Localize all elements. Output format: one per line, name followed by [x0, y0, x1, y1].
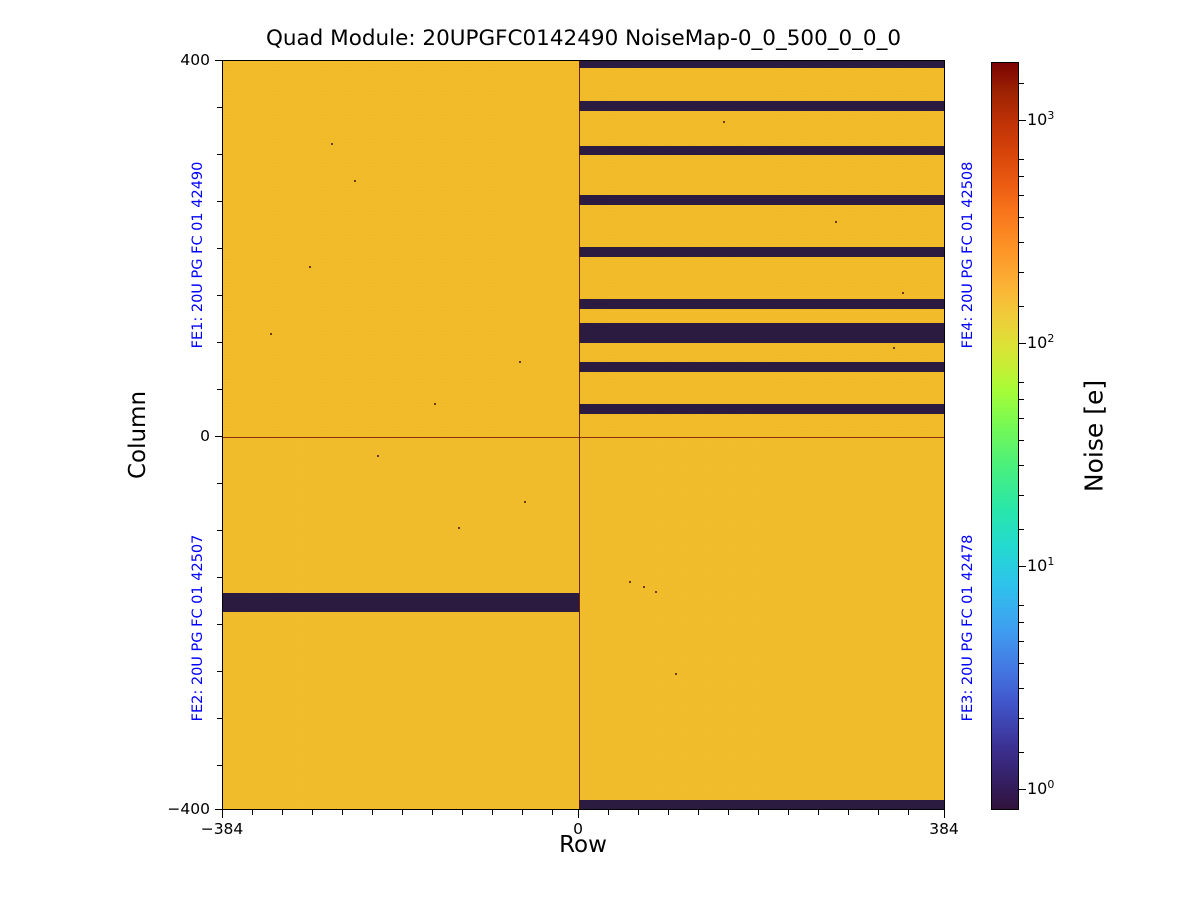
y-tick-label: 0: [200, 427, 210, 445]
masked-row-band: [579, 323, 944, 343]
defect-pixel: [893, 347, 895, 349]
colorbar-tick-label: 100: [1027, 778, 1054, 798]
colorbar-tick-exponent: 1: [1047, 554, 1055, 568]
defect-pixel: [655, 591, 657, 593]
colorbar-tick-exponent: 3: [1047, 108, 1055, 122]
defect-pixel: [354, 180, 356, 182]
x-tick-label: −384: [200, 820, 244, 838]
masked-row-band: [579, 362, 944, 372]
fe-label-fe3: FE3: 20U PG FC 01 42478: [960, 534, 976, 722]
defect-pixel: [519, 361, 521, 363]
row-zero-line: [579, 61, 581, 809]
heatmap-axes[interactable]: [222, 60, 945, 810]
quadrant-fe3: [579, 438, 944, 809]
masked-row-band: [579, 61, 944, 68]
masked-row-band: [579, 146, 944, 155]
colorbar-tick-exponent: 2: [1047, 331, 1055, 345]
masked-row-band: [579, 404, 944, 414]
defect-pixel: [902, 292, 904, 294]
column-zero-line: [223, 437, 944, 439]
defect-pixel: [675, 673, 677, 675]
quadrant-fe2: [223, 438, 579, 809]
y-axis-label: Column: [125, 390, 151, 480]
fe-label-fe2: FE2: 20U PG FC 01 42507: [190, 534, 206, 722]
masked-row-band: [579, 299, 944, 309]
masked-row-band: [223, 593, 579, 612]
page-title: Quad Module: 20UPGFC0142490 NoiseMap-0_0…: [265, 26, 902, 51]
colorbar-tick-exponent: 0: [1047, 777, 1055, 791]
colorbar-ticks: [992, 63, 1026, 809]
colorbar-tick-mantissa: 10: [1027, 779, 1048, 799]
colorbar-tick-mantissa: 10: [1027, 110, 1048, 130]
colorbar-tick-mantissa: 10: [1027, 556, 1048, 576]
defect-pixel: [309, 266, 311, 268]
defect-pixel: [331, 143, 333, 145]
x-axis-label: Row: [559, 832, 607, 858]
y-tick-label: 400: [180, 51, 210, 69]
defect-pixel: [629, 581, 631, 583]
defect-pixel: [434, 403, 436, 405]
colorbar-tick-label: 102: [1027, 332, 1054, 352]
defect-pixel: [723, 121, 725, 123]
colorbar-tick-mantissa: 10: [1027, 333, 1048, 353]
defect-pixel: [270, 333, 272, 335]
defect-pixel: [458, 527, 460, 529]
colorbar[interactable]: [991, 62, 1026, 810]
x-tick-label: 0: [573, 820, 583, 838]
fe-label-fe1: FE1: 20U PG FC 01 42490: [190, 161, 206, 349]
masked-row-band: [579, 195, 944, 205]
defect-pixel: [835, 221, 837, 223]
defect-pixel: [524, 501, 526, 503]
masked-row-band: [579, 247, 944, 257]
fe-label-fe4: FE4: 20U PG FC 01 42508: [960, 161, 976, 349]
colorbar-axis-label: Noise [e]: [1079, 379, 1109, 493]
colorbar-tick-label: 103: [1027, 109, 1054, 129]
x-tick-label: 384: [929, 820, 959, 838]
masked-row-band: [579, 800, 944, 809]
defect-pixel: [377, 455, 379, 457]
colorbar-tick-label: 101: [1027, 555, 1054, 575]
quadrant-fe1: [223, 61, 579, 438]
masked-row-band: [579, 101, 944, 111]
defect-pixel: [643, 586, 645, 588]
y-tick-label: −400: [167, 800, 210, 818]
